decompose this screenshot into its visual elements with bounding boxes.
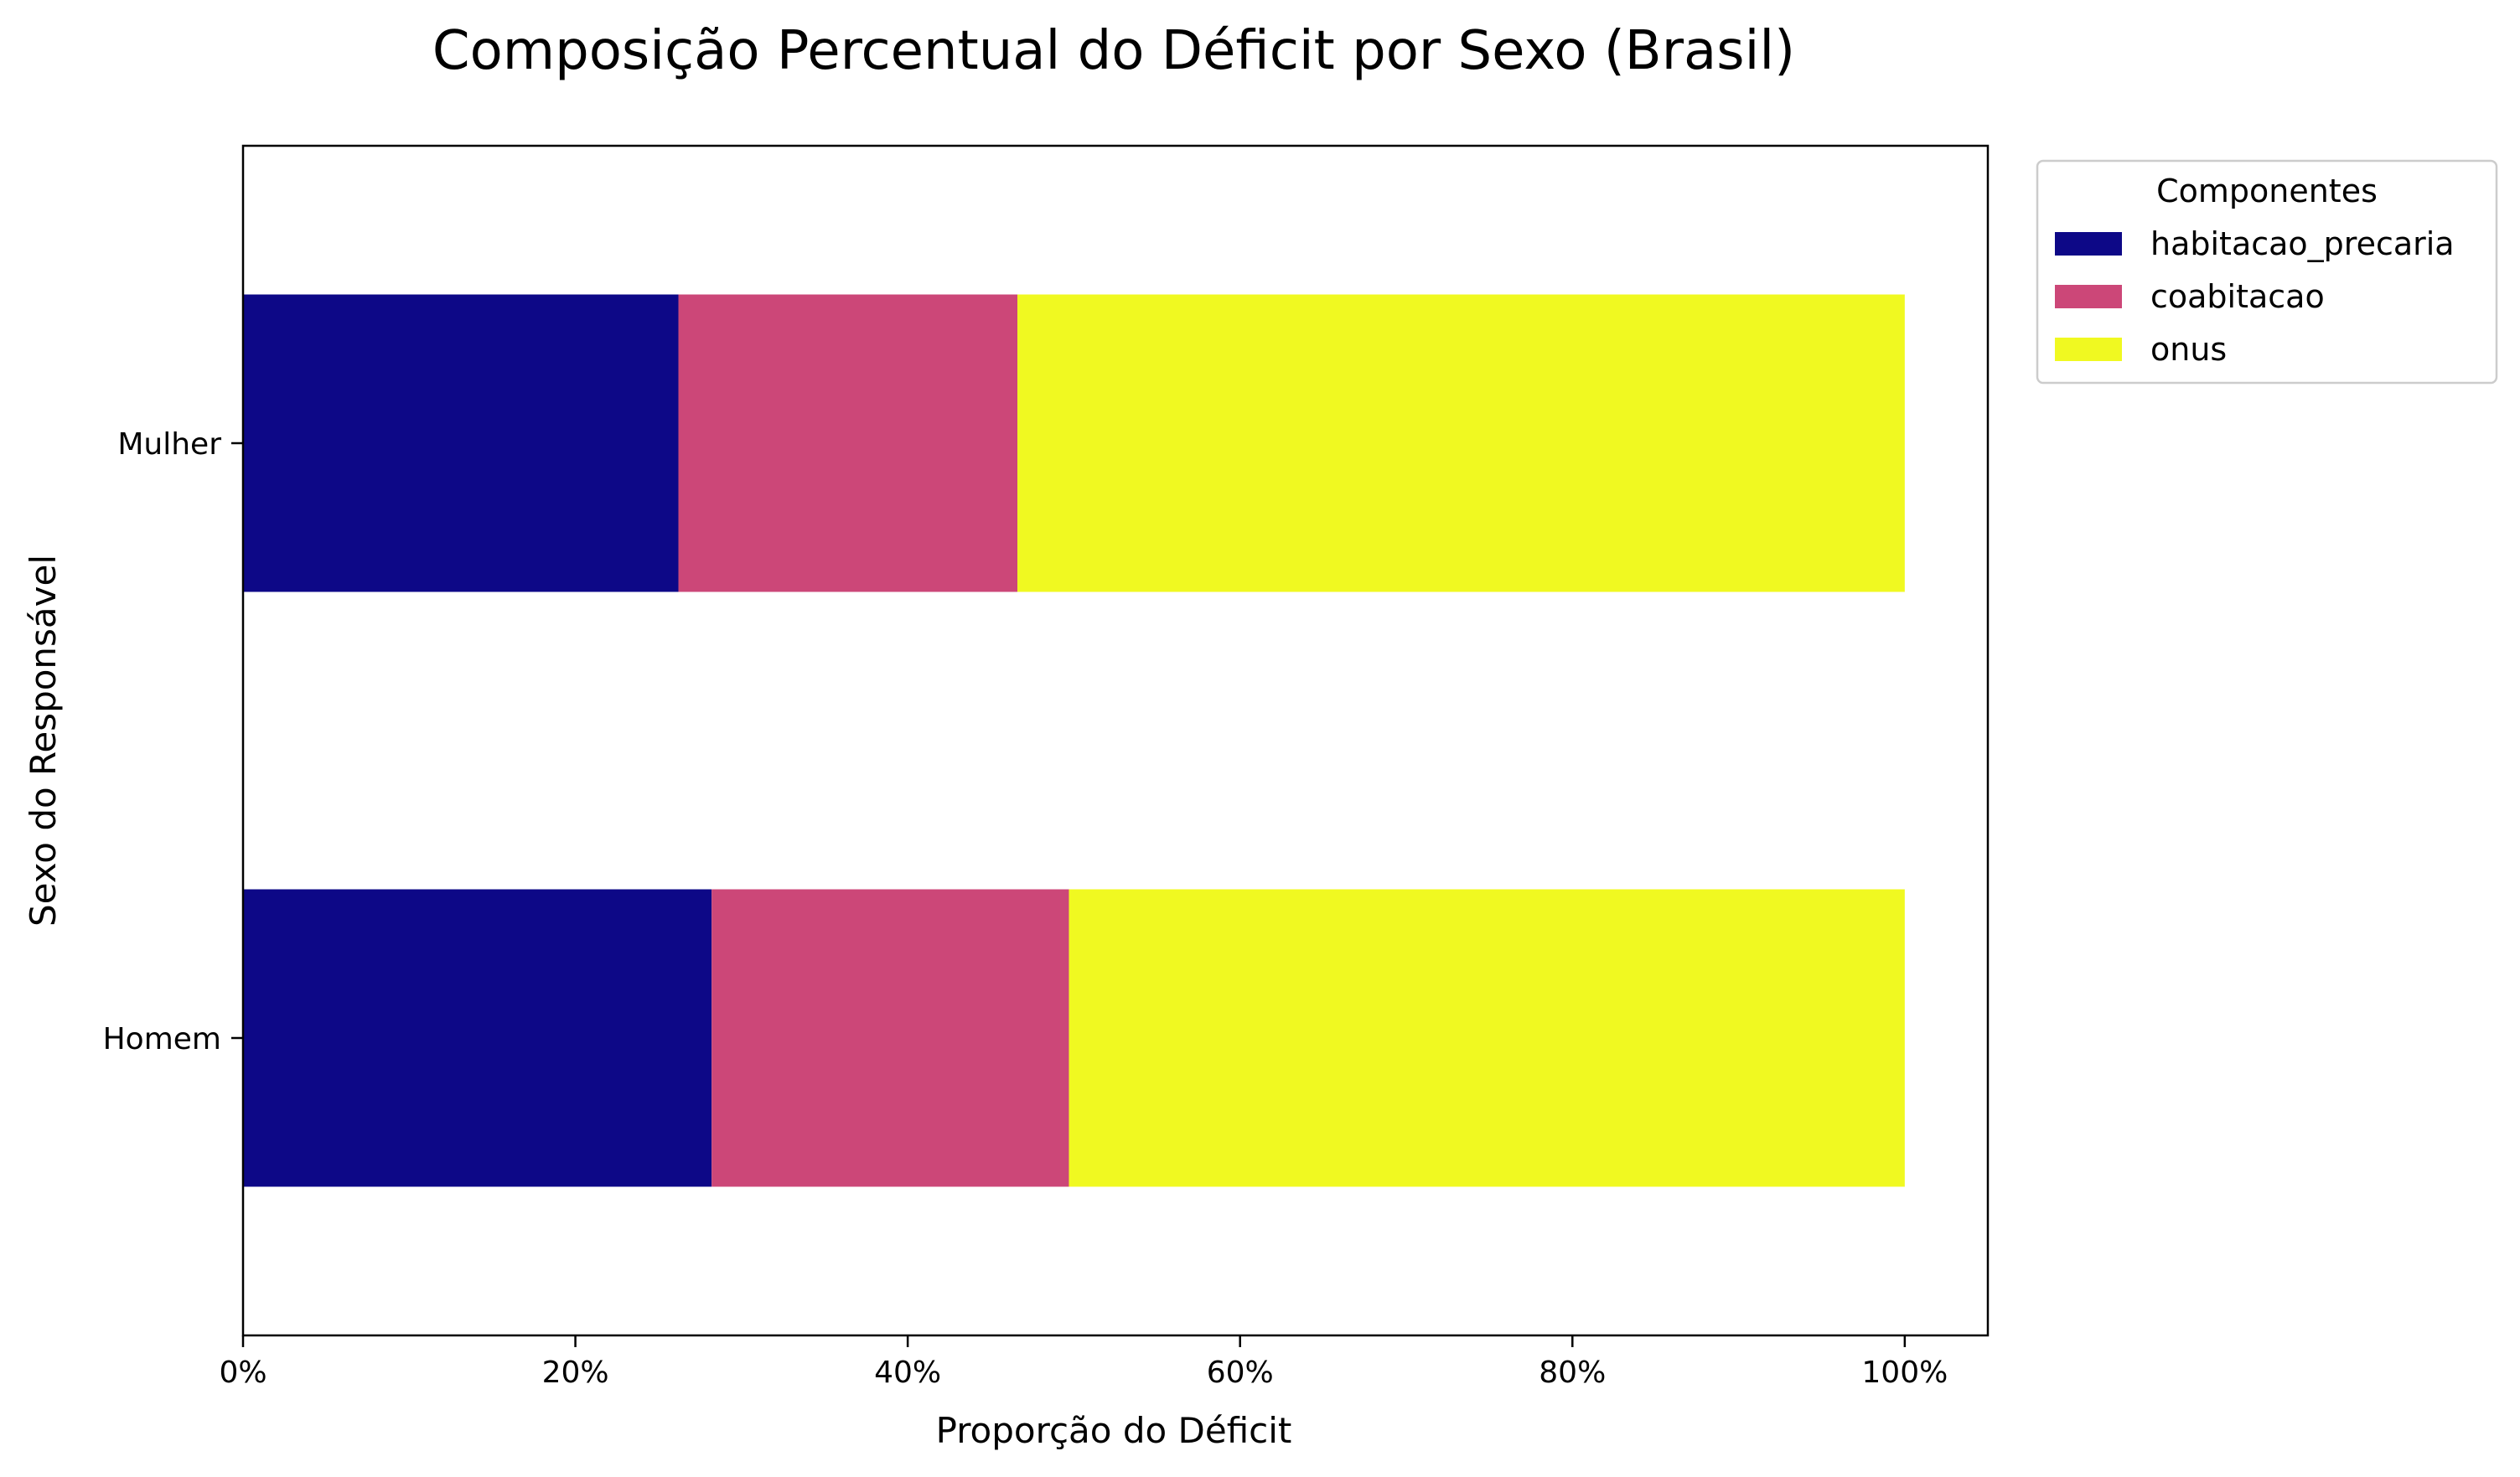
legend-swatch-onus xyxy=(2055,338,2122,361)
bars-layer xyxy=(243,294,1905,1187)
y-axis-label: Sexo do Responsável xyxy=(23,555,64,927)
legend-swatch-habitacao_precaria xyxy=(2055,232,2122,256)
legend-items: habitacao_precaria coabitacao onus xyxy=(2055,225,2455,368)
bar-homem-onus xyxy=(1069,889,1905,1187)
legend-title: Componentes xyxy=(2156,173,2378,209)
x-tick-label: 20% xyxy=(542,1356,609,1390)
x-tick-label: 80% xyxy=(1539,1356,1606,1390)
x-tick-label: 60% xyxy=(1207,1356,1274,1390)
legend-swatch-coabitacao xyxy=(2055,285,2122,308)
legend-frame xyxy=(2036,159,2498,385)
chart-title: Composição Percentual do Déficit por Sex… xyxy=(432,20,1795,82)
legend: Componentes habitacao_precaria coabitacao… xyxy=(2036,159,2498,385)
x-tick-label: 40% xyxy=(874,1356,941,1390)
y-tick-label-mulher: Mulher xyxy=(117,427,221,462)
legend-label-habitacao_precaria: habitacao_precaria xyxy=(2150,225,2455,262)
bar-mulher-coabitacao xyxy=(678,294,1018,592)
x-axis-label: Proporção do Déficit xyxy=(936,1410,1292,1451)
x-tick-label: 0% xyxy=(219,1356,266,1390)
bar-mulher-onus xyxy=(1017,294,1905,592)
bar-homem-habitacao_precaria xyxy=(243,889,712,1187)
y-axis-ticks: Homem Mulher xyxy=(103,427,243,1056)
bar-homem-coabitacao xyxy=(711,889,1069,1187)
x-tick-label: 100% xyxy=(1861,1356,1948,1390)
plot-frame xyxy=(241,144,1990,1337)
legend-label-onus: onus xyxy=(2150,331,2227,368)
bar-mulher-habitacao_precaria xyxy=(243,294,679,592)
legend-label-coabitacao: coabitacao xyxy=(2150,278,2325,315)
x-axis-ticks: 0% 20% 40% 60% 80% 100% xyxy=(219,1335,1948,1390)
y-tick-label-homem: Homem xyxy=(103,1022,221,1056)
